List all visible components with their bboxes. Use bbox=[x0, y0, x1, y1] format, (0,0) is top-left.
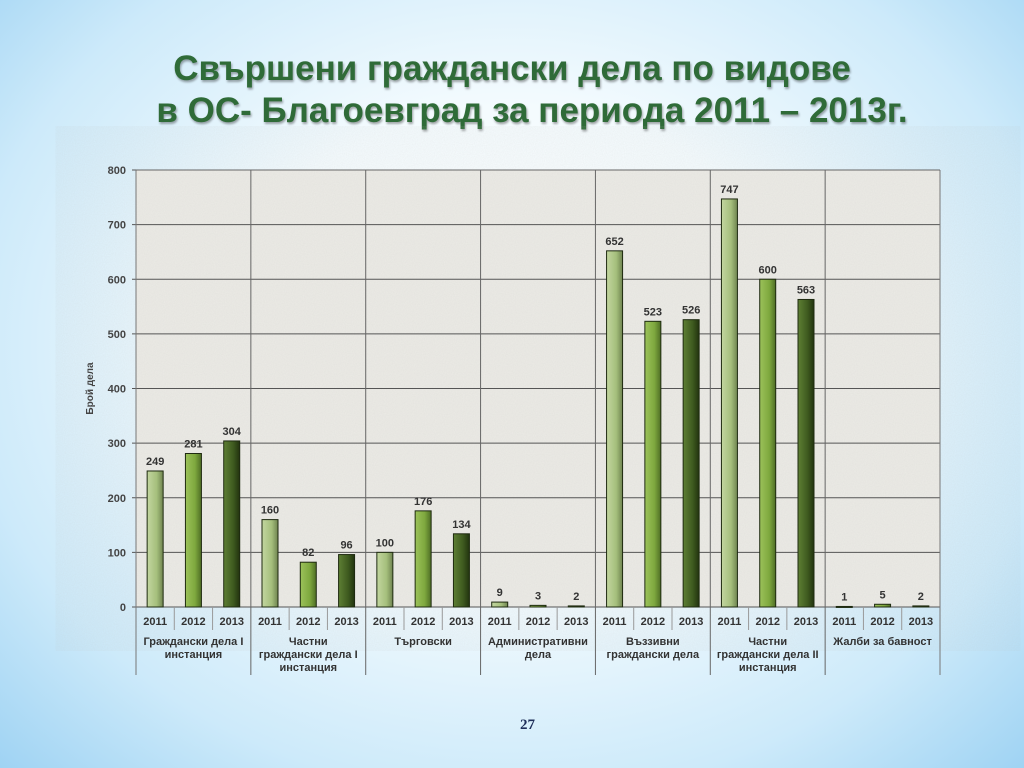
x-year-label: 2012 bbox=[411, 616, 435, 628]
bar-2012 bbox=[414, 510, 432, 608]
y-tick-label: 100 bbox=[108, 547, 126, 559]
bar-2011 bbox=[720, 198, 738, 608]
group-label: граждански дела bbox=[607, 649, 700, 661]
data-label: 747 bbox=[720, 184, 738, 196]
title-line-2: в ОС- Благоевград за периода 2011 – 2013… bbox=[156, 91, 908, 130]
x-year-label: 2012 bbox=[641, 616, 665, 628]
y-tick-label: 300 bbox=[108, 438, 126, 450]
data-label: 176 bbox=[414, 496, 432, 508]
bar-2012 bbox=[299, 561, 317, 608]
x-year-label: 2012 bbox=[526, 616, 550, 628]
data-label: 5 bbox=[880, 589, 886, 601]
group-label: дела bbox=[525, 649, 552, 661]
x-year-label: 2012 bbox=[181, 616, 205, 628]
bar-2013 bbox=[912, 605, 930, 608]
x-year-label: 2013 bbox=[794, 616, 818, 628]
x-year-label: 2011 bbox=[373, 616, 397, 628]
x-year-label: 2013 bbox=[449, 616, 473, 628]
group-label: Административни bbox=[488, 636, 588, 648]
data-label: 160 bbox=[261, 505, 279, 517]
group-label: Частни bbox=[289, 636, 328, 648]
bar-2011 bbox=[606, 250, 624, 608]
data-label: 96 bbox=[340, 540, 352, 552]
y-axis-label: Брой дела bbox=[85, 362, 96, 415]
x-year-label: 2011 bbox=[832, 616, 856, 628]
data-label: 82 bbox=[302, 547, 314, 559]
group-label: инстанция bbox=[739, 662, 797, 674]
data-label: 600 bbox=[759, 264, 777, 276]
x-year-label: 2013 bbox=[909, 616, 933, 628]
y-tick-label: 200 bbox=[108, 493, 126, 505]
group-label: Търговски bbox=[394, 636, 452, 648]
bar-2013 bbox=[682, 319, 700, 608]
data-label: 9 bbox=[497, 587, 503, 599]
bar-2013 bbox=[797, 298, 815, 608]
data-label: 249 bbox=[146, 456, 164, 468]
bar-2013 bbox=[452, 533, 470, 608]
x-year-label: 2013 bbox=[334, 616, 358, 628]
bar-2012 bbox=[874, 603, 892, 608]
data-label: 2 bbox=[573, 591, 579, 603]
y-tick-label: 400 bbox=[108, 384, 126, 396]
data-label: 523 bbox=[644, 306, 662, 318]
x-year-label: 2012 bbox=[296, 616, 320, 628]
x-year-label: 2012 bbox=[755, 616, 779, 628]
data-label: 134 bbox=[452, 519, 471, 531]
y-tick-label: 0 bbox=[120, 602, 126, 614]
x-year-label: 2011 bbox=[603, 616, 627, 628]
group-label: Въззивни bbox=[626, 636, 680, 648]
bar-2011 bbox=[376, 551, 394, 608]
data-label: 2 bbox=[918, 591, 924, 603]
data-label: 563 bbox=[797, 284, 815, 296]
y-tick-label: 700 bbox=[108, 220, 126, 232]
group-label: инстанция bbox=[279, 662, 337, 674]
bar-2012 bbox=[529, 604, 547, 608]
group-label: Частни bbox=[748, 636, 787, 648]
group-label: граждански дела I bbox=[259, 649, 358, 661]
x-year-label: 2013 bbox=[679, 616, 703, 628]
group-label: Жалби за бавност bbox=[832, 636, 932, 648]
x-year-label: 2011 bbox=[717, 616, 741, 628]
bar-2012 bbox=[184, 453, 202, 608]
x-year-label: 2011 bbox=[143, 616, 167, 628]
y-tick-label: 600 bbox=[108, 274, 126, 286]
group-label: Граждански дела I bbox=[143, 636, 243, 648]
x-year-label: 2012 bbox=[870, 616, 894, 628]
data-label: 526 bbox=[682, 305, 700, 317]
bar-2012 bbox=[759, 278, 777, 608]
bar-2011 bbox=[261, 519, 279, 608]
x-year-label: 2011 bbox=[488, 616, 512, 628]
bar-2013 bbox=[223, 440, 241, 608]
slide-title: Свършени граждански дела по видове в ОС-… bbox=[0, 48, 1024, 132]
group-label: инстанция bbox=[165, 649, 223, 661]
y-tick-label: 500 bbox=[108, 329, 126, 341]
data-label: 304 bbox=[223, 426, 242, 438]
x-year-label: 2011 bbox=[258, 616, 282, 628]
group-label: граждански дела II bbox=[717, 649, 819, 661]
data-label: 281 bbox=[184, 439, 202, 451]
bar-2012 bbox=[644, 320, 662, 608]
bar-2011 bbox=[146, 470, 164, 608]
page-number: 27 bbox=[520, 717, 535, 733]
x-year-label: 2013 bbox=[564, 616, 588, 628]
bar-2011 bbox=[491, 601, 509, 608]
x-year-label: 2013 bbox=[219, 616, 243, 628]
bar-2013 bbox=[338, 554, 356, 608]
data-label: 100 bbox=[376, 537, 394, 549]
data-label: 652 bbox=[605, 236, 623, 248]
title-line-1: Свършени граждански дела по видове bbox=[173, 49, 851, 88]
data-label: 1 bbox=[841, 591, 847, 603]
data-label: 3 bbox=[535, 590, 541, 602]
bar-2013 bbox=[567, 605, 585, 608]
bar-2011 bbox=[835, 605, 853, 608]
y-tick-label: 800 bbox=[108, 165, 126, 177]
